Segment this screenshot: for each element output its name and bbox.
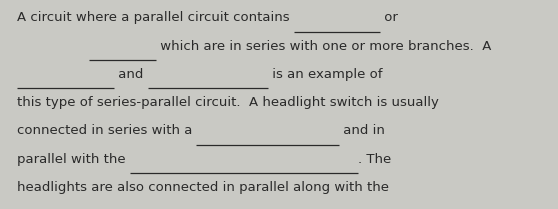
Text: this type of series-parallel circuit.  A headlight switch is usually: this type of series-parallel circuit. A … [17,96,439,109]
Text: or: or [380,11,398,24]
Text: A circuit where a parallel circuit contains: A circuit where a parallel circuit conta… [17,11,294,24]
Text: is an example of: is an example of [268,68,382,81]
Text: connected in series with a: connected in series with a [17,124,196,137]
Text: headlights are also connected in parallel along with the: headlights are also connected in paralle… [17,181,389,194]
Text: and: and [114,68,148,81]
Text: and in: and in [339,124,384,137]
Text: . The: . The [358,153,392,166]
Text: which are in series with one or more branches.  A: which are in series with one or more bra… [156,40,492,53]
Text: parallel with the: parallel with the [17,153,129,166]
